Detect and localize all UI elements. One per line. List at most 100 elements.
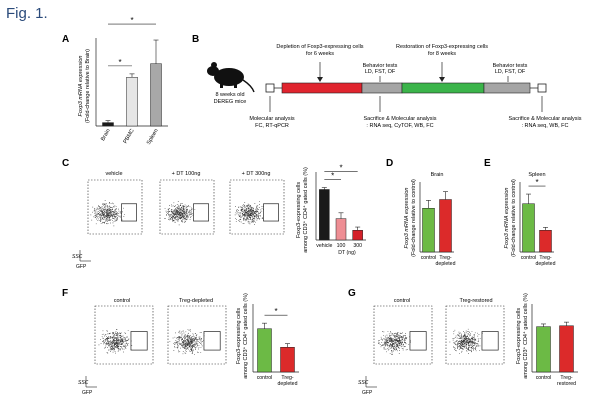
panel-d-title: Brain <box>431 172 444 178</box>
panel-d-ylabel-1: Foxp3 mRNA expression <box>404 188 410 249</box>
panel-a-bar-2 <box>126 77 138 127</box>
behavior-test-segment-2 <box>483 82 531 94</box>
molecular-label-2b: : RNA seq, CyTOF, WB, FC <box>366 123 433 129</box>
panel-f-bar-1 <box>257 328 272 373</box>
flow-plot-frame <box>445 305 505 365</box>
panel-c-flow-plot-vehicle <box>87 179 143 235</box>
flow-plot-frame <box>229 179 285 235</box>
flow-plot-events <box>90 200 125 227</box>
panel-f-flow-plot-control <box>94 305 154 365</box>
restoration-segment <box>401 82 485 94</box>
flow-plot-gate <box>130 331 148 351</box>
panel-a-letter: A <box>62 34 69 45</box>
flow-plot-frame <box>159 179 215 235</box>
panel-g-tick-label-2: Treg-restored <box>557 375 576 387</box>
panel-c-gfp-label: GFP <box>76 264 87 270</box>
panel-f: F control Treg-depleted SSC GFP Foxp3-ex… <box>62 288 299 396</box>
panel-f-gfp-label: GFP <box>82 390 93 396</box>
panel-e-letter: E <box>484 158 491 169</box>
behavior-label-2a: Behavior tests <box>493 63 528 69</box>
panel-g-flow-label-1: control <box>394 298 411 304</box>
molecular-label-1b: FC, RT-qPCR <box>255 123 289 129</box>
panel-f-bar-2 <box>280 347 295 373</box>
flow-plot-gate <box>263 203 279 222</box>
flow-plot-events <box>164 201 196 226</box>
depletion-label-1: Depletion of Foxp3-expressing cells <box>276 44 363 50</box>
panel-f-tick-label-2: Treg-depleted <box>278 375 298 387</box>
panel-f-sig-star: * <box>274 307 277 316</box>
panel-g-gfp-label: GFP <box>362 390 373 396</box>
flow-plot-events <box>98 328 133 354</box>
mouse-icon <box>207 62 255 93</box>
timepoint-end <box>537 83 547 93</box>
panel-e-ylabel-1: Foxp3 mRNA expression <box>504 188 510 249</box>
panel-g-chart: control Treg-restored <box>531 304 578 387</box>
behavior-label-1b: LD, FST, OF <box>365 69 396 75</box>
panel-g: G control Treg-restored SSC GFP Foxp3-ex… <box>348 288 578 396</box>
panel-g-flow-plot-control <box>373 305 433 365</box>
depletion-label-2: for 6 weeks <box>306 51 334 57</box>
restoration-label-2: for 8 weeks <box>428 51 456 57</box>
panel-f-letter: F <box>62 288 68 299</box>
panel-d-letter: D <box>386 158 393 169</box>
molecular-label-2a: Sacrifice & Molecular analysis <box>363 116 436 122</box>
mouse-label-2: DEREG mice <box>214 99 247 105</box>
panel-c-ylabel-1: Foxp3-expressing cells <box>296 182 302 238</box>
panel-b-letter: B <box>192 34 199 45</box>
panel-c-flow-label-2: + DT 100ng <box>172 171 201 177</box>
panel-f-ssc-label: SSC <box>78 380 89 386</box>
panel-g-ssc-label: SSC <box>358 380 369 386</box>
panel-f-ylabel-2: among CD3⁺ CD4⁺ gated cells (%) <box>242 293 249 379</box>
panel-d-bar-2 <box>439 199 452 253</box>
panel-c-xlabel: DT (ng) <box>338 250 356 256</box>
panel-e-bar-1 <box>522 203 535 253</box>
depletion-segment <box>281 82 363 94</box>
flow-plot-gate <box>409 331 427 351</box>
panel-c-bar-2 <box>335 218 347 241</box>
figure-title: Fig. 1. <box>6 5 48 22</box>
molecular-label-3a: Sacrifice & Molecular analysis <box>508 116 581 122</box>
panel-e-tick-label-1: control <box>521 255 537 261</box>
flow-plot-frame <box>94 305 154 365</box>
panel-e-sig-star: * <box>535 178 538 187</box>
panel-e-ylabel-2: (Fold-change relative to control) <box>511 179 517 257</box>
panel-f-flow-label-2: Treg-depleted <box>179 298 213 304</box>
panel-e-chart: Spleen control Treg-depleted * <box>519 172 556 267</box>
panel-a-bar-1 <box>102 122 114 127</box>
panel-d: D Foxp3 mRNA expression (Fold-change rel… <box>386 158 456 267</box>
panel-g-letter: G <box>348 288 356 299</box>
panel-a-sig-star-1: * <box>118 58 121 67</box>
flow-plot-frame <box>87 179 143 235</box>
flow-plot-gate <box>203 331 221 351</box>
panel-d-bar-1 <box>422 208 435 253</box>
panel-d-tick-label-2: Treg-depleted <box>436 255 456 267</box>
behavior-label-1a: Behavior tests <box>363 63 398 69</box>
flow-plot-gate <box>481 331 499 351</box>
panel-c-bar-3 <box>352 230 363 241</box>
molecular-label-1a: Molecular analysis <box>249 116 294 122</box>
panel-e-tick-label-2: Treg-depleted <box>536 255 556 267</box>
panel-c-tick-label-2: 100 <box>337 243 346 249</box>
behavior-test-segment-1 <box>361 82 403 94</box>
panel-f-tick-label-1: control <box>257 375 273 381</box>
panel-a-tick-label-1: Brain <box>100 128 112 142</box>
panel-g-ylabel-2: among CD3⁺ CD4⁺ gated cells (%) <box>522 293 529 379</box>
panel-c-tick-label-3: 300 <box>353 243 362 249</box>
panel-a-bar-3 <box>150 63 162 127</box>
flow-plot-frame <box>373 305 433 365</box>
panel-c-ylabel-2: among CD3⁺ CD4⁺ gated cells (%) <box>302 167 309 253</box>
mouse-label-1: 8 weeks old <box>215 92 244 98</box>
panel-a-sig-star-2: * <box>130 16 133 25</box>
panel-d-ylabel-2: (Fold-change relative to control) <box>411 179 417 257</box>
flow-plot-events <box>234 201 264 225</box>
panel-f-flow-plot-treg-depleted <box>167 305 227 365</box>
panel-g-bar-2 <box>559 325 574 373</box>
panel-a-tick-label-3: Spleen <box>146 128 160 146</box>
panel-c-ssc-label: SSC <box>72 254 83 260</box>
panel-g-flow-plot-treg-restored <box>445 305 505 365</box>
panel-f-ylabel-1: Foxp3-expressing cells <box>236 308 242 364</box>
panel-c-tick-label-1: vehicle <box>316 243 332 249</box>
panel-e: E Foxp3 mRNA expression (Fold-change rel… <box>484 158 556 267</box>
